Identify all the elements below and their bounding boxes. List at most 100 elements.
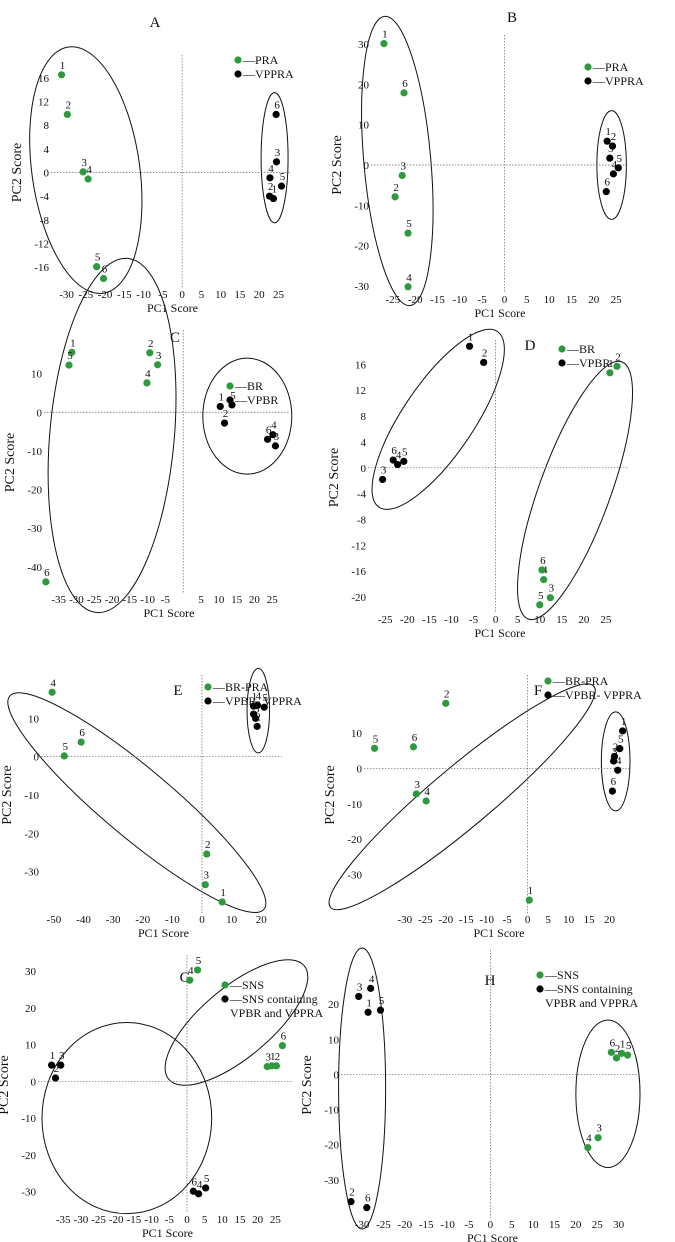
y-tick-label: 0 (364, 160, 370, 172)
x-tick-label: -15 (127, 1214, 142, 1226)
panel-F: F-30 -25 -20 -15 -10 -5 0 5 10 15 20-30-20-10010PC… (323, 674, 642, 940)
x-tick-label: -20 (438, 914, 453, 926)
y-tick-label: -12 (34, 239, 49, 251)
point-label: 2 (615, 351, 621, 363)
point-label: 4 (268, 163, 274, 175)
y-tick-label: -30 (347, 870, 362, 882)
legend-marker (234, 56, 242, 64)
point-label: 1 (608, 358, 614, 370)
data-point-black (216, 402, 224, 411)
data-point-green (607, 1048, 615, 1056)
data-point-black (608, 142, 617, 150)
cluster-ellipse (328, 683, 596, 911)
point-label: 4 (145, 368, 151, 380)
data-point-black (271, 442, 280, 450)
data-point-green (154, 361, 162, 369)
legend-marker (226, 396, 234, 404)
data-point-green (201, 881, 209, 889)
point-label: 1 (366, 997, 372, 1009)
y-tick-label: -20 (21, 1150, 36, 1162)
x-tick-label: 20 (588, 294, 600, 306)
data-point-black (363, 1204, 371, 1212)
x-tick-label: 0 (184, 1214, 190, 1226)
point-label: 5 (626, 1040, 632, 1052)
data-point-black (614, 766, 622, 774)
x-tick-label: 5 (524, 294, 530, 306)
x-axis-label: PC1 Score (147, 301, 198, 315)
y-axis-label: PC2 Score (330, 135, 345, 195)
y-tick-label: -16 (34, 262, 49, 274)
panel-G: G-35 -30 -25 -20 -15 -10 -5 0 5 10 15 20 25-30-20-10… (0, 955, 323, 1240)
y-tick-label: 4 (44, 144, 50, 156)
x-tick-label: 25 (273, 289, 285, 301)
y-tick-label: 8 (361, 411, 367, 423)
legend-entry: VPBR and VPPRA (230, 1006, 323, 1020)
legend-marker (536, 971, 544, 979)
cluster-ellipse (7, 692, 267, 914)
x-tick-label: 10 (528, 1219, 540, 1231)
x-tick-label: 20 (256, 914, 268, 926)
legend-marker (204, 683, 212, 691)
point-label: 6 (252, 699, 258, 711)
y-tick-label: -20 (351, 592, 366, 604)
x-axis-label: PC1 Score (142, 1226, 193, 1240)
y-tick-label: 10 (328, 1034, 340, 1046)
x-tick-label: -50 (47, 914, 62, 926)
point-label: 1 (468, 331, 474, 343)
cluster-ellipse (371, 328, 505, 510)
data-point-green (77, 738, 85, 746)
point-label: 1 (50, 1050, 56, 1062)
data-point-green (380, 40, 388, 48)
data-point-black (249, 710, 258, 718)
x-tick-label: 20 (570, 1219, 582, 1231)
x-tick-label: 0 (493, 614, 499, 626)
y-tick-label: 30 (25, 966, 37, 978)
y-axis-label: PC2 Score (10, 143, 25, 203)
data-point-black (202, 1184, 210, 1192)
x-tick-label: -20 (398, 1219, 413, 1231)
data-point-black (265, 192, 274, 200)
data-point-black (189, 1187, 197, 1195)
x-tick-label: 25 (267, 594, 279, 606)
point-label: 4 (50, 677, 56, 689)
x-tick-label: -20 (400, 614, 415, 626)
x-tick-label: 10 (544, 294, 556, 306)
data-point-black (606, 154, 614, 162)
point-label: 3 (612, 746, 618, 758)
point-label: 6 (274, 99, 280, 111)
point-label: 5 (95, 252, 101, 264)
point-label: 5 (63, 741, 69, 753)
x-tick-label: 15 (584, 914, 596, 926)
x-tick-label: 15 (231, 594, 243, 606)
cluster-ellipse (47, 257, 177, 614)
point-label: 2 (148, 338, 154, 350)
data-point-black (603, 137, 611, 145)
point-label: 1 (605, 126, 611, 138)
x-tick-label: 0 (502, 294, 508, 306)
y-tick-label: -20 (354, 241, 369, 253)
data-point-green (613, 362, 621, 370)
y-tick-label: 0 (361, 463, 367, 475)
x-axis-label: PC1 Score (475, 306, 526, 320)
data-point-green (412, 790, 420, 798)
x-axis-label: PC1 Score (467, 1231, 518, 1242)
data-point-green (186, 976, 194, 984)
data-point-green (99, 274, 108, 283)
data-point-green (193, 966, 202, 974)
legend-marker (226, 382, 234, 390)
point-label: 6 (365, 1193, 371, 1205)
y-tick-label: 10 (25, 1040, 37, 1052)
data-point-black (616, 745, 624, 753)
data-point-black (277, 182, 286, 190)
y-tick-label: -30 (24, 867, 39, 879)
y-tick-label: 8 (44, 120, 50, 132)
panel-label: E (173, 683, 182, 699)
x-tick-label: 5 (515, 614, 521, 626)
x-tick-label: 15 (556, 614, 568, 626)
y-tick-label: -4 (40, 191, 50, 203)
point-label: 1 (382, 29, 388, 41)
data-point-green (624, 1051, 632, 1059)
data-point-green (42, 578, 50, 586)
x-tick-label: -25 (91, 1214, 106, 1226)
point-label: 5 (538, 590, 544, 602)
